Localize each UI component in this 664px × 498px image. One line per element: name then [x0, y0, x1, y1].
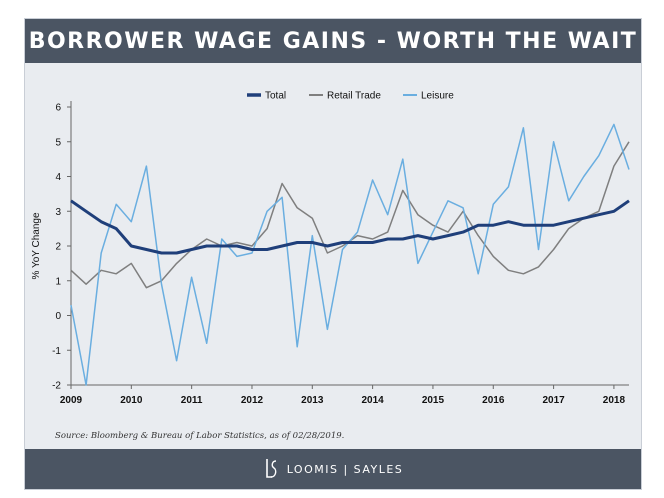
x-tick-label: 2011 [181, 395, 203, 406]
y-tick-label: 6 [55, 103, 61, 114]
y-tick-label: 3 [55, 207, 61, 218]
y-tick-label: 5 [55, 137, 61, 148]
brand: LOOMIS | SAYLES [263, 457, 404, 481]
brand-name: LOOMIS | SAYLES [286, 462, 404, 476]
x-tick-label: 2013 [301, 395, 324, 406]
chart-panel: BORROWER WAGE GAINS - WORTH THE WAIT -2-… [24, 18, 642, 490]
y-tick-label: 1 [55, 276, 61, 287]
x-tick-label: 2017 [542, 395, 565, 406]
page-title: BORROWER WAGE GAINS - WORTH THE WAIT [25, 19, 641, 63]
series-line-retail-trade [70, 141, 630, 289]
y-axis-label: % YoY Change [31, 212, 42, 280]
footer-bar: LOOMIS | SAYLES [25, 449, 641, 489]
x-tick-label: 2018 [603, 395, 626, 406]
y-tick-label: -2 [52, 381, 61, 392]
y-tick-label: 0 [55, 311, 61, 322]
legend-label: Total [265, 91, 286, 102]
ls-logo-icon [265, 459, 277, 478]
line-chart: -2 -1 0 1 2 3 4 5 6 2009 2010 2011 2012 2013 2014 2015 2… [31, 91, 630, 406]
x-tick-label: 2009 [60, 395, 83, 406]
y-tick-label: 4 [55, 172, 61, 183]
legend-label: Retail Trade [327, 91, 381, 102]
legend-label: Leisure [421, 91, 454, 102]
series-line-leisure [70, 123, 630, 386]
x-tick-label: 2010 [120, 395, 143, 406]
x-tick-label: 2014 [361, 395, 384, 406]
x-tick-label: 2012 [241, 395, 264, 406]
x-tick-label: 2015 [422, 395, 445, 406]
x-tick-label: 2016 [482, 395, 505, 406]
series-line-total [70, 199, 630, 255]
y-tick-label: 2 [55, 242, 61, 253]
y-tick-label: -1 [52, 346, 61, 357]
source-note: Source: Bloomberg & Bureau of Labor Stat… [55, 431, 345, 441]
